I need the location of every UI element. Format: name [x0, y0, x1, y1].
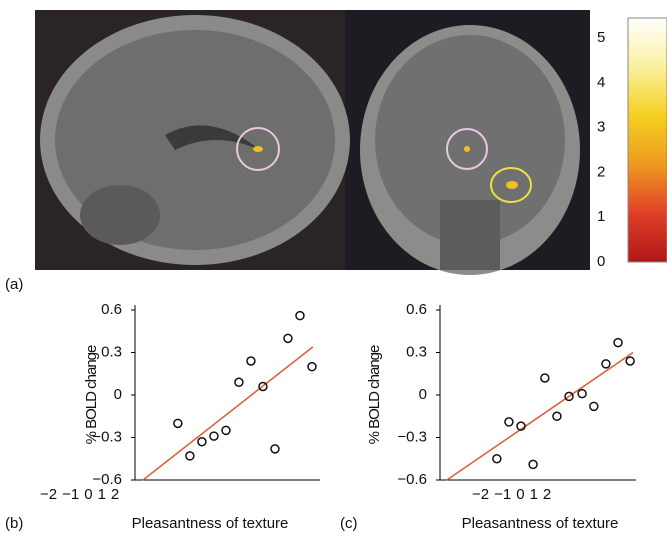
- x-tick-label: −2: [40, 486, 57, 503]
- panel-label: (a): [5, 276, 23, 293]
- point: [602, 360, 610, 368]
- y-tick-label: 0.3: [406, 343, 427, 360]
- x-axis-label: Pleasantness of texture: [462, 515, 619, 532]
- point: [505, 418, 513, 426]
- brain-images: [35, 10, 590, 275]
- y-tick-label: 0: [114, 386, 122, 403]
- colorbar-tick-label: 1: [597, 208, 605, 225]
- panel-label: (b): [5, 515, 23, 532]
- point: [235, 378, 243, 386]
- fit-line: [143, 347, 313, 480]
- y-tick-label: 0.6: [101, 301, 122, 318]
- x-tick-label: 1: [98, 486, 106, 503]
- x-tick-label: 2: [543, 486, 551, 503]
- point: [529, 460, 537, 468]
- y-tick-label: 0.3: [101, 343, 122, 360]
- point: [590, 402, 598, 410]
- x-tick-label: −1: [62, 486, 79, 503]
- y-axis-label: % BOLD change: [83, 345, 100, 444]
- colorbar-tick-label: 5: [597, 29, 605, 46]
- x-tick-label: −2: [472, 486, 489, 503]
- colorbar: [628, 18, 667, 262]
- colorbar-tick-label: 3: [597, 119, 605, 136]
- figure: (a) 0123450.60.30−0.3−0.6−2−1012% BOLD c…: [0, 0, 667, 535]
- point: [222, 426, 230, 434]
- point: [271, 445, 279, 453]
- point: [247, 357, 255, 365]
- x-tick-label: 0: [84, 486, 92, 503]
- panel-label: (c): [340, 515, 358, 532]
- point: [284, 334, 292, 342]
- y-tick-label: 0: [419, 386, 427, 403]
- point: [296, 312, 304, 320]
- fit-line: [447, 353, 633, 481]
- point: [626, 357, 634, 365]
- point: [614, 339, 622, 347]
- point: [186, 452, 194, 460]
- y-axis-label: % BOLD change: [366, 345, 383, 444]
- x-tick-label: 0: [516, 486, 524, 503]
- y-tick-label: −0.3: [397, 428, 427, 445]
- point: [308, 363, 316, 371]
- point: [541, 374, 549, 382]
- x-tick-label: −1: [494, 486, 511, 503]
- point: [174, 419, 182, 427]
- point: [210, 432, 218, 440]
- point: [553, 412, 561, 420]
- y-tick-label: −0.6: [397, 471, 427, 488]
- colorbar-tick-label: 0: [597, 253, 605, 270]
- point: [578, 390, 586, 398]
- colorbar-tick-label: 2: [597, 163, 605, 180]
- point: [198, 438, 206, 446]
- point: [493, 455, 501, 463]
- y-tick-label: 0.6: [406, 301, 427, 318]
- x-tick-label: 2: [111, 486, 119, 503]
- x-axis-label: Pleasantness of texture: [132, 515, 289, 532]
- x-tick-label: 1: [530, 486, 538, 503]
- colorbar-tick-label: 4: [597, 74, 605, 91]
